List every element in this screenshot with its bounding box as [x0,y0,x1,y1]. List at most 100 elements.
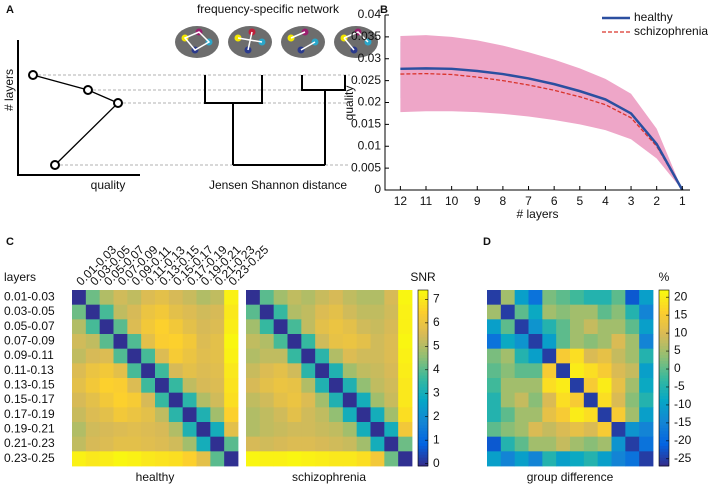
heatmap-cell [127,378,142,394]
heatmap-cell [246,334,261,350]
heatmap-cell [639,451,654,467]
heatmap-cell [570,348,585,364]
heatmap-cell [556,334,571,350]
heatmap-cell [611,334,626,350]
x-tick-label: 7 [525,194,532,208]
colorbar-step [659,424,669,429]
colorbar-step [659,380,669,385]
heatmap-cell [356,392,371,408]
legend-label: healthy [634,10,673,24]
colorbar-step [659,383,669,388]
colorbar-step [418,439,428,443]
heatmap-cell [384,319,399,335]
heatmap-cell [514,334,529,350]
heatmap-cell [528,319,543,335]
heatmap-cell [487,422,502,438]
heatmap-cell [639,436,654,452]
heatmap-cell [329,378,344,394]
heatmap-cell [639,290,654,306]
colorbar-tick-label: 0 [674,361,681,375]
heatmap-cell [196,363,211,379]
colorbar-step [418,339,428,344]
heatmap-cell [182,363,197,379]
heatmap-cell [141,290,156,306]
heatmap-cell [168,290,184,306]
x-tick-label: 2 [653,194,660,208]
colorbar-step [418,331,428,335]
heatmap-cell [72,363,87,379]
heatmap-cell [210,348,225,364]
heatmap-cell [273,334,288,350]
colorbar-step [418,342,428,347]
heatmap-cell [301,334,316,350]
heatmap-cell [273,363,288,379]
heatmap-cell [356,319,371,335]
y-axis-label: # layers [2,69,16,111]
heatmap-cell [259,319,275,335]
heatmap-cell [384,436,399,452]
colorbar-step [418,290,428,294]
heatmap-cell [127,407,142,423]
heatmap-cell [127,334,142,350]
heatmap-cell [597,422,612,438]
heatmap-cell [370,422,385,438]
row-label: 0.01-0.03 [4,290,55,304]
heatmap-cell [556,319,571,335]
y-tick-label: 0.04 [358,7,382,21]
heatmap-cell [500,436,516,452]
colorbar-step [418,336,428,341]
colorbar-tick-label: 15 [674,307,688,321]
row-label: 0.17-0.19 [4,407,55,421]
heatmap-cell [99,319,114,335]
heatmap-cell [168,392,184,408]
row-label: 0.21-0.23 [4,436,55,450]
heatmap-cell [542,378,557,394]
heatmap-cell [487,319,502,335]
schematic [17,40,350,176]
heatmap-cell [639,407,654,423]
heatmap-cell [141,407,156,423]
heatmap-cell [127,319,142,335]
heatmap-cell [528,348,543,364]
heatmap-cell [625,392,640,408]
heatmap-cell [356,290,371,306]
heatmap-cell [542,407,557,423]
heatmap-cell [224,378,239,394]
heatmap-cell [113,348,128,364]
heatmap-cell [597,378,612,394]
heatmap-cell [514,290,529,306]
heatmap-cell [639,319,654,335]
heatmap-cell [72,290,87,306]
heatmap-cell [329,363,344,379]
heatmap-cell [72,334,87,350]
heatmap-cell [182,334,197,350]
colorbar-step [418,389,428,394]
colorbar-step [659,316,669,320]
heatmap-cell [639,348,654,364]
heatmap-cell [259,334,275,350]
heatmap-cell [611,407,626,423]
heatmap-cell [287,363,302,379]
heatmap-cell [85,392,101,408]
heatmap-cell [259,451,275,467]
heatmap-cell [611,319,626,335]
heatmap-cell [113,422,128,438]
heatmap-cell [141,334,156,350]
colorbar-step [659,328,669,332]
heatmap-cell [72,436,87,452]
heatmap-cell [301,407,316,423]
colorbar-step [659,460,669,464]
heatmap-cell [155,363,170,379]
heatmap-cell [570,319,585,335]
heatmap-cell [570,290,585,306]
series-line [400,67,684,191]
heatmap-cell [155,334,170,350]
heatmap-cell [273,436,288,452]
heatmap-cell [210,334,225,350]
colorbar-step [418,298,428,303]
colorbar-step [659,348,669,352]
heatmap-cell [583,348,599,364]
heatmap-cell [570,407,585,423]
heatmap-cell [528,451,543,467]
colorbar-step [418,445,428,449]
